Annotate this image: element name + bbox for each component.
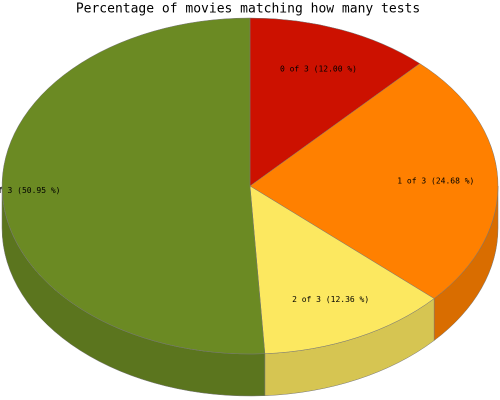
data-label: 2 of 3 (12.36 %)	[292, 295, 369, 304]
slice	[249, 185, 435, 354]
chart-title: Percentage of movies matching how many t…	[76, 2, 420, 17]
data-label: 3 of 3 (50.95 %)	[0, 186, 60, 195]
slice	[249, 17, 421, 187]
data-label: 0 of 3 (12.00 %)	[280, 64, 357, 73]
slice	[1, 17, 266, 355]
slice	[249, 63, 499, 299]
data-label: 1 of 3 (24.68 %)	[397, 176, 474, 185]
